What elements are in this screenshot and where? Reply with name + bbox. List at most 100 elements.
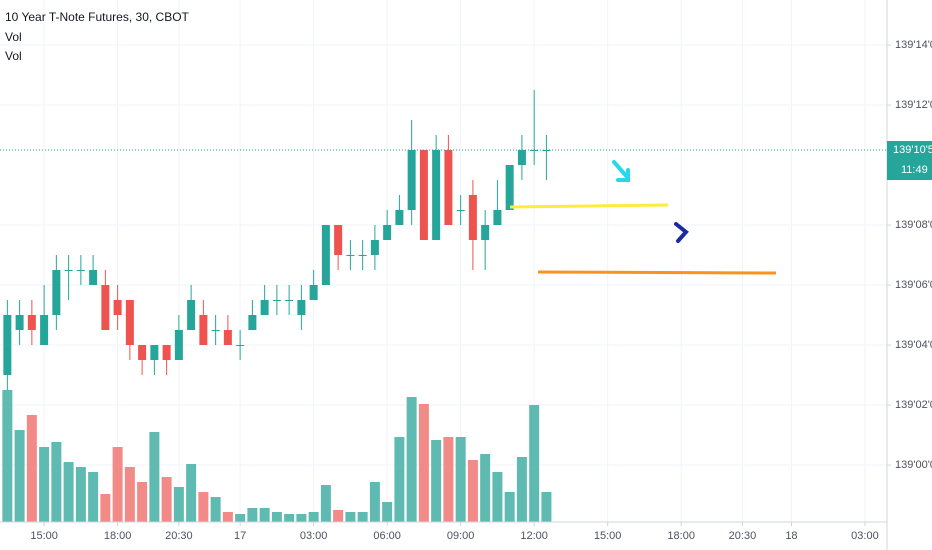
volume-bar: [247, 508, 258, 522]
price-pane: [0, 90, 887, 390]
volume-bar: [529, 405, 540, 522]
volume-bar: [271, 512, 282, 522]
x-tick-label: 18:00: [667, 530, 695, 542]
candle-body: [383, 225, 392, 240]
x-tick-label: 15:00: [594, 530, 622, 542]
candle-body: [125, 300, 134, 345]
x-tick-label: 20:30: [165, 530, 193, 542]
candle-body: [150, 345, 159, 360]
chart-title: 10 Year T-Note Futures, 30, CBOT: [5, 10, 190, 24]
last-price-label: 139'10'5: [893, 144, 932, 156]
drawn-arrow[interactable]: [612, 160, 630, 182]
candle-body: [76, 270, 85, 271]
candle-body: [52, 270, 61, 315]
candle-body: [346, 255, 355, 256]
y-tick-label: 139'00'0: [895, 459, 932, 471]
indicator-label: Vol: [5, 30, 22, 44]
volume-bar: [492, 472, 503, 522]
volume-bar: [173, 487, 184, 522]
volume-bar: [186, 464, 197, 522]
drawn-line[interactable]: [509, 203, 669, 209]
volume-bar: [516, 457, 527, 522]
volume-bar: [88, 472, 99, 522]
volume-bar: [75, 467, 86, 522]
grid: [0, 0, 887, 522]
volume-bar: [51, 442, 62, 522]
volume-bar: [284, 514, 295, 522]
drawn-arrow[interactable]: [674, 222, 689, 243]
volume-bar: [418, 404, 429, 522]
x-tick-label: 03:00: [300, 530, 328, 542]
last-price-box: [887, 141, 932, 180]
candle-body: [432, 150, 441, 240]
volume-bar: [222, 512, 233, 522]
indicator-label: Vol: [5, 49, 22, 63]
volume-bar: [100, 494, 111, 522]
candle-body: [321, 225, 330, 285]
volume-bar: [235, 514, 246, 522]
volume-bar: [467, 460, 478, 522]
candle-body: [456, 210, 465, 211]
candle-body: [15, 315, 24, 330]
y-tick-label: 139'14'0: [895, 39, 932, 51]
y-tick-label: 139'06'0: [895, 279, 932, 291]
candle-body: [223, 330, 232, 345]
x-tick-label: 12:00: [520, 530, 548, 542]
volume-bar: [382, 502, 393, 522]
volume-bar: [541, 492, 552, 522]
candle-body: [113, 300, 122, 315]
volume-bar: [39, 447, 50, 522]
candle-body: [27, 315, 36, 330]
x-tick-label: 18:00: [104, 530, 132, 542]
volume-bar: [124, 467, 135, 522]
volume-bar: [333, 510, 344, 522]
y-tick-label: 139'12'0: [895, 99, 932, 111]
candle-body: [64, 270, 73, 271]
candle-body: [407, 150, 416, 210]
drawn-line[interactable]: [537, 270, 777, 275]
candle-body: [468, 195, 477, 240]
volume-bar: [406, 397, 417, 522]
candle-body: [211, 330, 220, 331]
volume-bar: [149, 432, 160, 522]
candle-body: [248, 315, 257, 330]
volume-bar: [443, 437, 454, 522]
candle-body: [309, 285, 318, 300]
x-tick-label: 18: [785, 530, 797, 542]
candle-body: [395, 210, 404, 225]
candle-body: [505, 165, 514, 210]
candle-body: [297, 300, 306, 315]
candle-body: [174, 330, 183, 360]
axes: 139'14'0 139'12'0 139'08'0 139'06'0 139'04'0…: [30, 39, 932, 542]
volume-bar: [480, 454, 491, 522]
x-tick-label: 03:00: [851, 530, 879, 542]
x-tick-label: 15:00: [30, 530, 58, 542]
volume-bar: [210, 497, 221, 522]
volume-bar: [259, 508, 270, 522]
candle-body: [187, 300, 196, 330]
x-tick-label: 09:00: [447, 530, 475, 542]
y-tick-label: 139'08'0: [895, 219, 932, 231]
candle-body: [517, 150, 526, 165]
volume-bar: [320, 485, 331, 522]
volume-bar: [345, 512, 356, 522]
candle-body: [101, 285, 110, 330]
candle-body: [272, 300, 281, 301]
candle-body: [40, 315, 49, 345]
volume-bar: [137, 482, 148, 522]
x-tick-label: 17: [234, 530, 246, 542]
volume-bar: [296, 514, 307, 522]
volume-pane: [2, 390, 552, 522]
volume-bar: [161, 477, 172, 522]
candle-body: [370, 240, 379, 255]
volume-bar: [198, 492, 209, 522]
volume-bar: [357, 512, 368, 522]
candle-body: [236, 345, 245, 346]
volume-bar: [63, 462, 74, 522]
candle-body: [3, 315, 12, 375]
candle-body: [162, 345, 171, 360]
volume-bar: [14, 430, 25, 522]
volume-bar: [308, 512, 319, 522]
candle-body: [481, 225, 490, 240]
candle-body: [89, 270, 98, 285]
